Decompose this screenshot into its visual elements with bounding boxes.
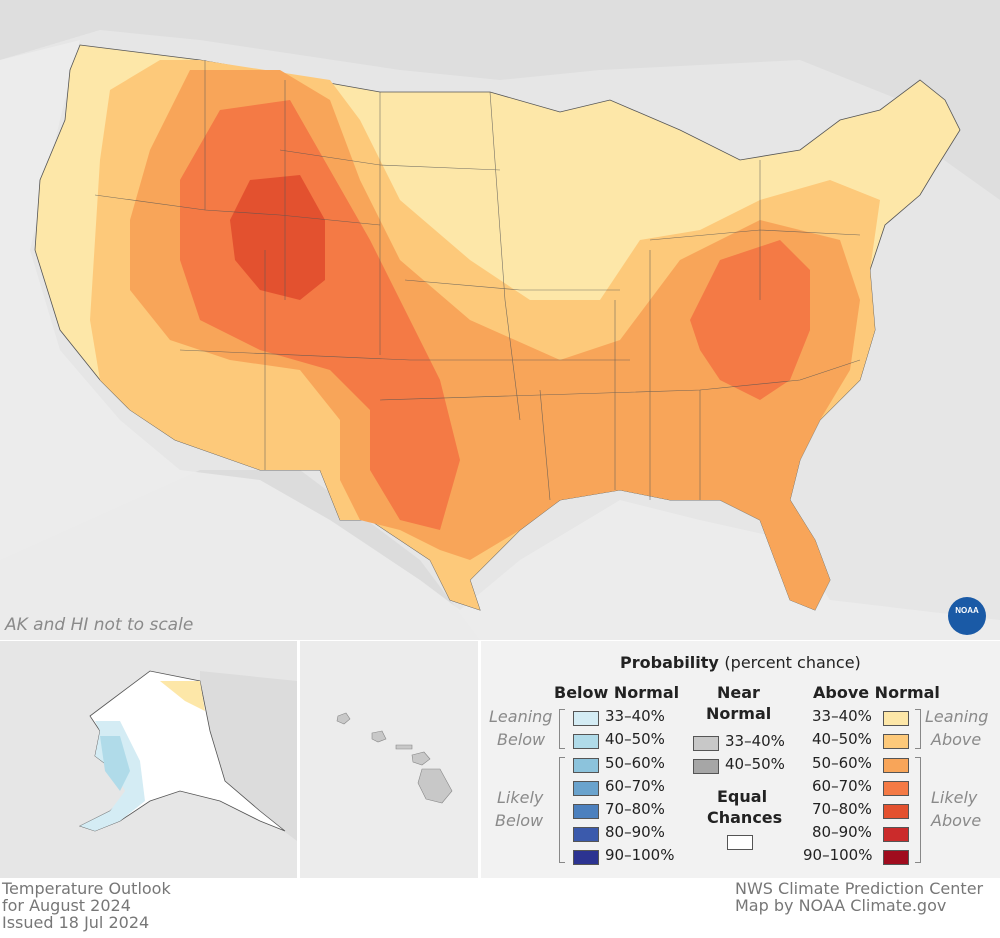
hawaii-island-kauai bbox=[336, 712, 351, 725]
below-swatch-6 bbox=[573, 850, 599, 865]
below-label-5: 80–90% bbox=[605, 823, 665, 841]
above-label-3: 60–70% bbox=[812, 777, 872, 795]
hawaii-island-maui bbox=[411, 751, 431, 766]
noaa-logo-text: NOAA bbox=[955, 606, 979, 615]
scale-note: AK and HI not to scale bbox=[5, 615, 194, 635]
below-swatch-1 bbox=[573, 734, 599, 749]
above-swatch-0 bbox=[883, 711, 909, 726]
below-swatch-2 bbox=[573, 758, 599, 773]
near-normal-header-2: Normal bbox=[706, 704, 772, 723]
hawaii-island-molokai bbox=[395, 744, 413, 750]
legend: Probability (percent chance) Below Norma… bbox=[481, 641, 1000, 878]
bracket-likely-above bbox=[915, 757, 921, 863]
above-label-4: 70–80% bbox=[812, 800, 872, 818]
above-label-6: 90–100% bbox=[803, 846, 873, 864]
conus-map-graphic bbox=[34, 44, 961, 611]
bracket-leaning-below bbox=[559, 709, 565, 749]
leaning-above-1: Leaning bbox=[925, 707, 989, 726]
above-swatch-6 bbox=[883, 850, 909, 865]
below-swatch-5 bbox=[573, 827, 599, 842]
below-label-4: 70–80% bbox=[605, 800, 665, 818]
footer-title: Temperature Outlook bbox=[2, 879, 171, 898]
equal-chances-swatch bbox=[727, 835, 753, 850]
above-label-0: 33–40% bbox=[812, 707, 872, 725]
below-label-0: 33–40% bbox=[605, 707, 665, 725]
legend-title-rest: (percent chance) bbox=[724, 653, 861, 672]
footer-source: NWS Climate Prediction Center bbox=[735, 879, 984, 898]
below-normal-header: Below Normal bbox=[554, 683, 680, 702]
near-normal-header-1: Near bbox=[717, 683, 760, 702]
below-swatch-3 bbox=[573, 781, 599, 796]
equal-chances-1: Equal bbox=[717, 787, 768, 806]
hawaii-map-graphic bbox=[300, 641, 478, 878]
below-label-2: 50–60% bbox=[605, 754, 665, 772]
legend-title: Probability (percent chance) bbox=[620, 653, 861, 672]
likely-above-1: Likely bbox=[931, 788, 978, 807]
footer-credit: Map by NOAA Climate.gov bbox=[735, 896, 947, 915]
leaning-below-2: Below bbox=[497, 730, 546, 749]
alaska-inset bbox=[0, 641, 297, 878]
above-swatch-1 bbox=[883, 734, 909, 749]
above-swatch-2 bbox=[883, 758, 909, 773]
above-swatch-5 bbox=[883, 827, 909, 842]
above-label-1: 40–50% bbox=[812, 730, 872, 748]
hawaii-island-big bbox=[417, 768, 453, 804]
footer-left: Temperature Outlook for August 2024 Issu… bbox=[2, 880, 171, 931]
below-swatch-4 bbox=[573, 804, 599, 819]
above-label-2: 50–60% bbox=[812, 754, 872, 772]
leaning-below-1: Leaning bbox=[489, 707, 553, 726]
hawaii-inset bbox=[300, 641, 478, 878]
near-swatch-0 bbox=[693, 736, 719, 751]
likely-below-1: Likely bbox=[497, 788, 544, 807]
noaa-logo: NOAA bbox=[948, 597, 986, 635]
above-normal-header: Above Normal bbox=[813, 683, 940, 702]
leaning-above-2: Above bbox=[931, 730, 982, 749]
below-swatch-0 bbox=[573, 711, 599, 726]
alaska-map-graphic bbox=[0, 641, 297, 878]
footer-issued: Issued 18 Jul 2024 bbox=[2, 913, 150, 932]
legend-title-bold: Probability bbox=[620, 653, 719, 672]
equal-chances-2: Chances bbox=[707, 808, 783, 827]
likely-below-2: Below bbox=[495, 811, 544, 830]
near-label-1: 40–50% bbox=[725, 755, 785, 773]
hawaii-island-oahu bbox=[371, 730, 387, 743]
below-label-1: 40–50% bbox=[605, 730, 665, 748]
near-swatch-1 bbox=[693, 759, 719, 774]
above-label-5: 80–90% bbox=[812, 823, 872, 841]
above-swatch-3 bbox=[883, 781, 909, 796]
conus-map: AK and HI not to scale NOAA bbox=[0, 0, 1000, 640]
near-label-0: 33–40% bbox=[725, 732, 785, 750]
below-label-6: 90–100% bbox=[605, 846, 675, 864]
likely-above-2: Above bbox=[931, 811, 982, 830]
footer-period: for August 2024 bbox=[2, 896, 131, 915]
bracket-likely-below bbox=[559, 757, 565, 863]
below-label-3: 60–70% bbox=[605, 777, 665, 795]
above-swatch-4 bbox=[883, 804, 909, 819]
bracket-leaning-above bbox=[915, 709, 921, 749]
footer-right: NWS Climate Prediction Center Map by NOA… bbox=[735, 880, 983, 914]
